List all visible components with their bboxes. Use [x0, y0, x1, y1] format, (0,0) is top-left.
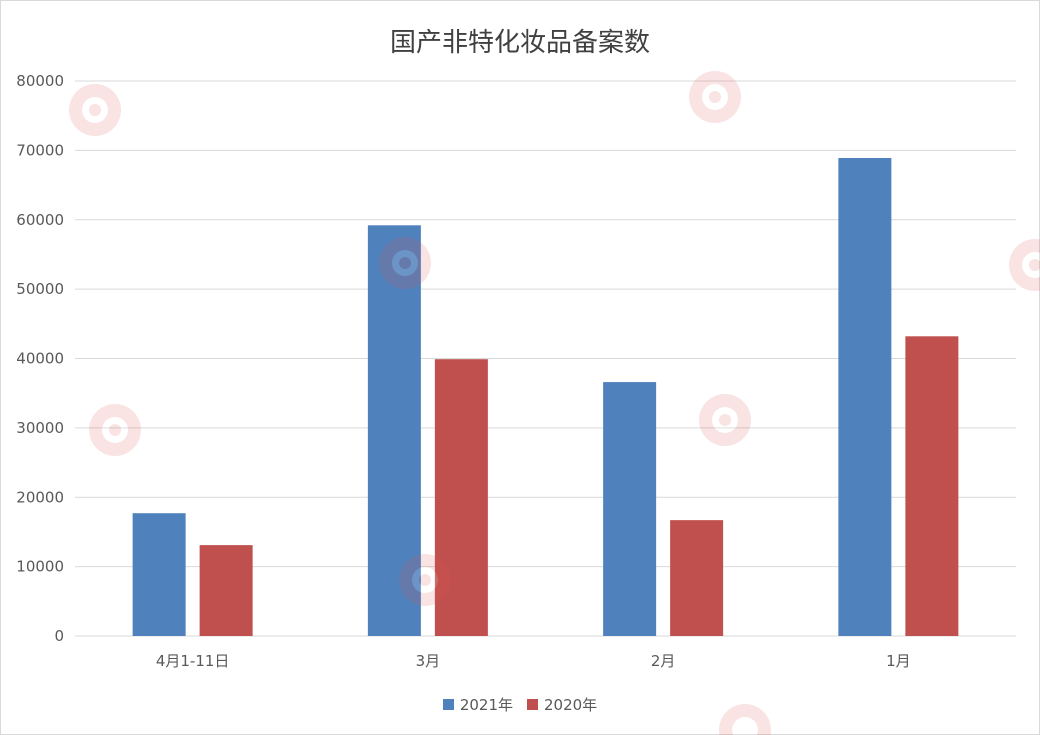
legend-item-2021: 2021年 [442, 694, 513, 715]
legend-label-2021: 2021年 [459, 696, 513, 714]
y-tick-label: 70000 [16, 141, 64, 159]
y-axis-ticks: 0 10000 20000 30000 40000 50000 60000 70000 8000… [16, 72, 64, 645]
legend-swatch-2021 [442, 699, 454, 710]
legend-label-2020: 2020年 [544, 696, 598, 714]
bar-2020 [199, 545, 253, 636]
bar-2021 [838, 158, 892, 636]
y-tick-label: 20000 [16, 488, 64, 506]
bars [132, 158, 959, 637]
y-tick-label: 30000 [16, 419, 64, 437]
y-tick-label: 40000 [16, 350, 64, 368]
legend-item-2020: 2020年 [527, 694, 597, 715]
bar-2021 [132, 513, 186, 636]
chart-title: 国产非特化妆品备案数 [389, 28, 650, 58]
chart-legend: 2021年 2020年 [0, 694, 1040, 715]
y-tick-label: 50000 [16, 280, 64, 298]
bar-2020 [670, 520, 724, 636]
x-category-label: 4月1-11日 [156, 652, 230, 670]
y-tick-label: 10000 [16, 558, 64, 576]
x-category-label: 3月 [416, 652, 441, 670]
x-category-label: 1月 [886, 652, 911, 670]
bar-2020 [434, 359, 488, 636]
x-axis-categories: 4月1-11日 3月 2月 1月 [156, 652, 911, 670]
bar-2021 [367, 225, 421, 637]
y-tick-label: 60000 [16, 211, 64, 229]
y-tick-label: 0 [54, 627, 64, 645]
y-tick-label: 80000 [16, 72, 64, 90]
x-category-label: 2月 [651, 652, 676, 670]
legend-swatch-2020 [527, 699, 538, 710]
bar-2020 [905, 336, 959, 636]
bar-2021 [603, 382, 657, 636]
